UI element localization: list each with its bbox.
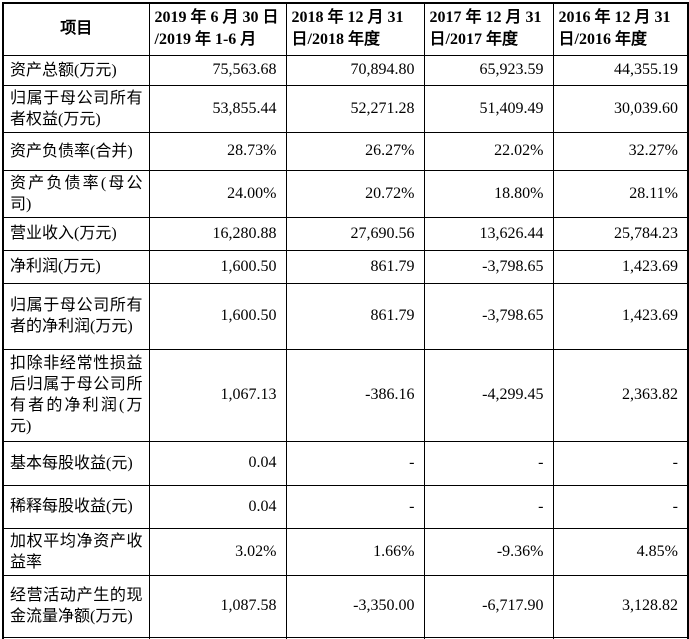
cell-value: 53,855.44 bbox=[148, 84, 287, 133]
column-header-period-2018: 2018 年 12 月 31 日/2018 年度 bbox=[285, 2, 425, 56]
cell-value: -3,350.00 bbox=[285, 574, 425, 638]
table-body: 资产总额(万元) 75,563.68 70,894.80 65,923.59 44,35… bbox=[2, 54, 689, 639]
cell-value: - bbox=[423, 440, 554, 486]
cell-value: 1,600.50 bbox=[148, 249, 287, 284]
cell-value: -3,798.65 bbox=[423, 282, 554, 350]
cell-value: 4.85% bbox=[552, 527, 689, 576]
period-line-2: 日/2018 年度 bbox=[291, 31, 380, 49]
cell-value: 28.73% bbox=[148, 131, 287, 171]
cell-value: 16,280.88 bbox=[148, 216, 287, 251]
cell-value: 26.27% bbox=[285, 131, 425, 171]
cell-value: 52,271.28 bbox=[285, 84, 425, 133]
row-label: 基本每股收益(元) bbox=[2, 440, 150, 486]
row-label: 归属于母公司所有者权益(万元) bbox=[2, 84, 150, 133]
cell-value: - bbox=[552, 440, 689, 486]
column-header-period-2019: 2019 年 6 月 30 日 /2019 年 1-6 月 bbox=[148, 2, 287, 56]
cell-value: 861.79 bbox=[285, 282, 425, 350]
period-line-2: 日/2016 年度 bbox=[558, 31, 647, 49]
cell-value: - bbox=[285, 440, 425, 486]
cell-value: 28.11% bbox=[552, 169, 689, 218]
row-label: 营业收入(万元) bbox=[2, 216, 150, 251]
cell-value: - bbox=[552, 484, 689, 529]
period-line-1: 2016 年 12 月 31 bbox=[558, 9, 671, 27]
cell-value: 27,690.56 bbox=[285, 216, 425, 251]
cell-value: 22.02% bbox=[423, 131, 554, 171]
cell-value: - bbox=[423, 484, 554, 529]
cell-value: 51,409.49 bbox=[423, 84, 554, 133]
table-row: 经营活动产生的现金流量净额(万元) 1,087.58 -3,350.00 -6,717… bbox=[2, 574, 689, 638]
cell-value: 25,784.23 bbox=[552, 216, 689, 251]
cell-value: 18.80% bbox=[423, 169, 554, 218]
cell-value: 75,563.68 bbox=[148, 54, 287, 86]
table-header: 项目 2019 年 6 月 30 日 /2019 年 1-6 月 2018 年 … bbox=[2, 2, 689, 56]
period-line-2: 日/2017 年度 bbox=[429, 31, 518, 49]
table-row: 资产负债率(合并) 28.73% 26.27% 22.02% 32.27% bbox=[2, 131, 689, 171]
period-line-1: 2017 年 12 月 31 bbox=[429, 9, 542, 27]
cell-value: 861.79 bbox=[285, 249, 425, 284]
cell-value: 1,423.69 bbox=[552, 282, 689, 350]
row-label: 净利润(万元) bbox=[2, 249, 150, 284]
row-label: 资产负债率(合并) bbox=[2, 131, 150, 171]
cell-value: 2,363.82 bbox=[552, 348, 689, 442]
table-row: 稀释每股收益(元) 0.04- - - bbox=[2, 484, 689, 529]
table-row-partial bbox=[2, 636, 689, 639]
cell-value: 65,923.59 bbox=[423, 54, 554, 86]
cell-value: 30,039.60 bbox=[552, 84, 689, 133]
cell-value: 32.27% bbox=[552, 131, 689, 171]
cell-value: 3.02% bbox=[148, 527, 287, 576]
table-row: 基本每股收益(元) 0.04- - - bbox=[2, 440, 689, 486]
cell-value bbox=[552, 636, 689, 639]
header-row: 项目 2019 年 6 月 30 日 /2019 年 1-6 月 2018 年 … bbox=[2, 2, 689, 56]
row-label: 归属于母公司所有者的净利润(万元) bbox=[2, 282, 150, 350]
cell-value: 1,600.50 bbox=[148, 282, 287, 350]
table-row: 净利润(万元) 1,600.50 861.79 -3,798.65 1,423.69 bbox=[2, 249, 689, 284]
cell-value: 3,128.82 bbox=[552, 574, 689, 638]
row-label: 资产总额(万元) bbox=[2, 54, 150, 86]
table-row: 加权平均净资产收益率 3.02% 1.66% -9.36% 4.85% bbox=[2, 527, 689, 576]
cell-value: 0.04 bbox=[148, 484, 287, 529]
cell-value: 70,894.80 bbox=[285, 54, 425, 86]
table-row: 归属于母公司所有者的净利润(万元) 1,600.50 861.79 -3,798.65… bbox=[2, 282, 689, 350]
cell-value: 1,067.13 bbox=[148, 348, 287, 442]
cell-value: -386.16 bbox=[285, 348, 425, 442]
cell-value: - bbox=[285, 484, 425, 529]
cell-value: 1,423.69 bbox=[552, 249, 689, 284]
table-row: 资产负债率(母公司) 24.00% 20.72% 18.80% 28.11% bbox=[2, 169, 689, 218]
table-row: 资产总额(万元) 75,563.68 70,894.80 65,923.59 44,35… bbox=[2, 54, 689, 86]
cell-value: -9.36% bbox=[423, 527, 554, 576]
row-label: 经营活动产生的现金流量净额(万元) bbox=[2, 574, 150, 638]
row-label: 资产负债率(母公司) bbox=[2, 169, 150, 218]
table-row: 归属于母公司所有者权益(万元) 53,855.44 52,271.28 51,409.… bbox=[2, 84, 689, 133]
cell-value: -4,299.45 bbox=[423, 348, 554, 442]
table-row: 扣除非经常性损益后归属于母公司所有者的净利润(万元) 1,067.13 -386.1… bbox=[2, 348, 689, 442]
table-row: 营业收入(万元) 16,280.88 27,690.56 13,626.44 25,78… bbox=[2, 216, 689, 251]
cell-value: -6,717.90 bbox=[423, 574, 554, 638]
column-header-item: 项目 bbox=[2, 2, 150, 56]
cell-value: 1.66% bbox=[285, 527, 425, 576]
period-line-2: /2019 年 1-6 月 bbox=[154, 31, 257, 49]
period-line-1: 2018 年 12 月 31 bbox=[291, 9, 404, 27]
column-header-period-2017: 2017 年 12 月 31 日/2017 年度 bbox=[423, 2, 554, 56]
period-line-1: 2019 年 6 月 30 日 bbox=[154, 9, 279, 27]
cell-value: 0.04 bbox=[148, 440, 287, 486]
cell-value: 20.72% bbox=[285, 169, 425, 218]
cell-value: 1,087.58 bbox=[148, 574, 287, 638]
column-header-period-2016: 2016 年 12 月 31 日/2016 年度 bbox=[552, 2, 689, 56]
cell-value: 44,355.19 bbox=[552, 54, 689, 86]
cell-value: 24.00% bbox=[148, 169, 287, 218]
cell-value: -3,798.65 bbox=[423, 249, 554, 284]
row-label: 加权平均净资产收益率 bbox=[2, 527, 150, 576]
row-label: 稀释每股收益(元) bbox=[2, 484, 150, 529]
cell-value: 13,626.44 bbox=[423, 216, 554, 251]
row-label: 扣除非经常性损益后归属于母公司所有者的净利润(万元) bbox=[2, 348, 150, 442]
